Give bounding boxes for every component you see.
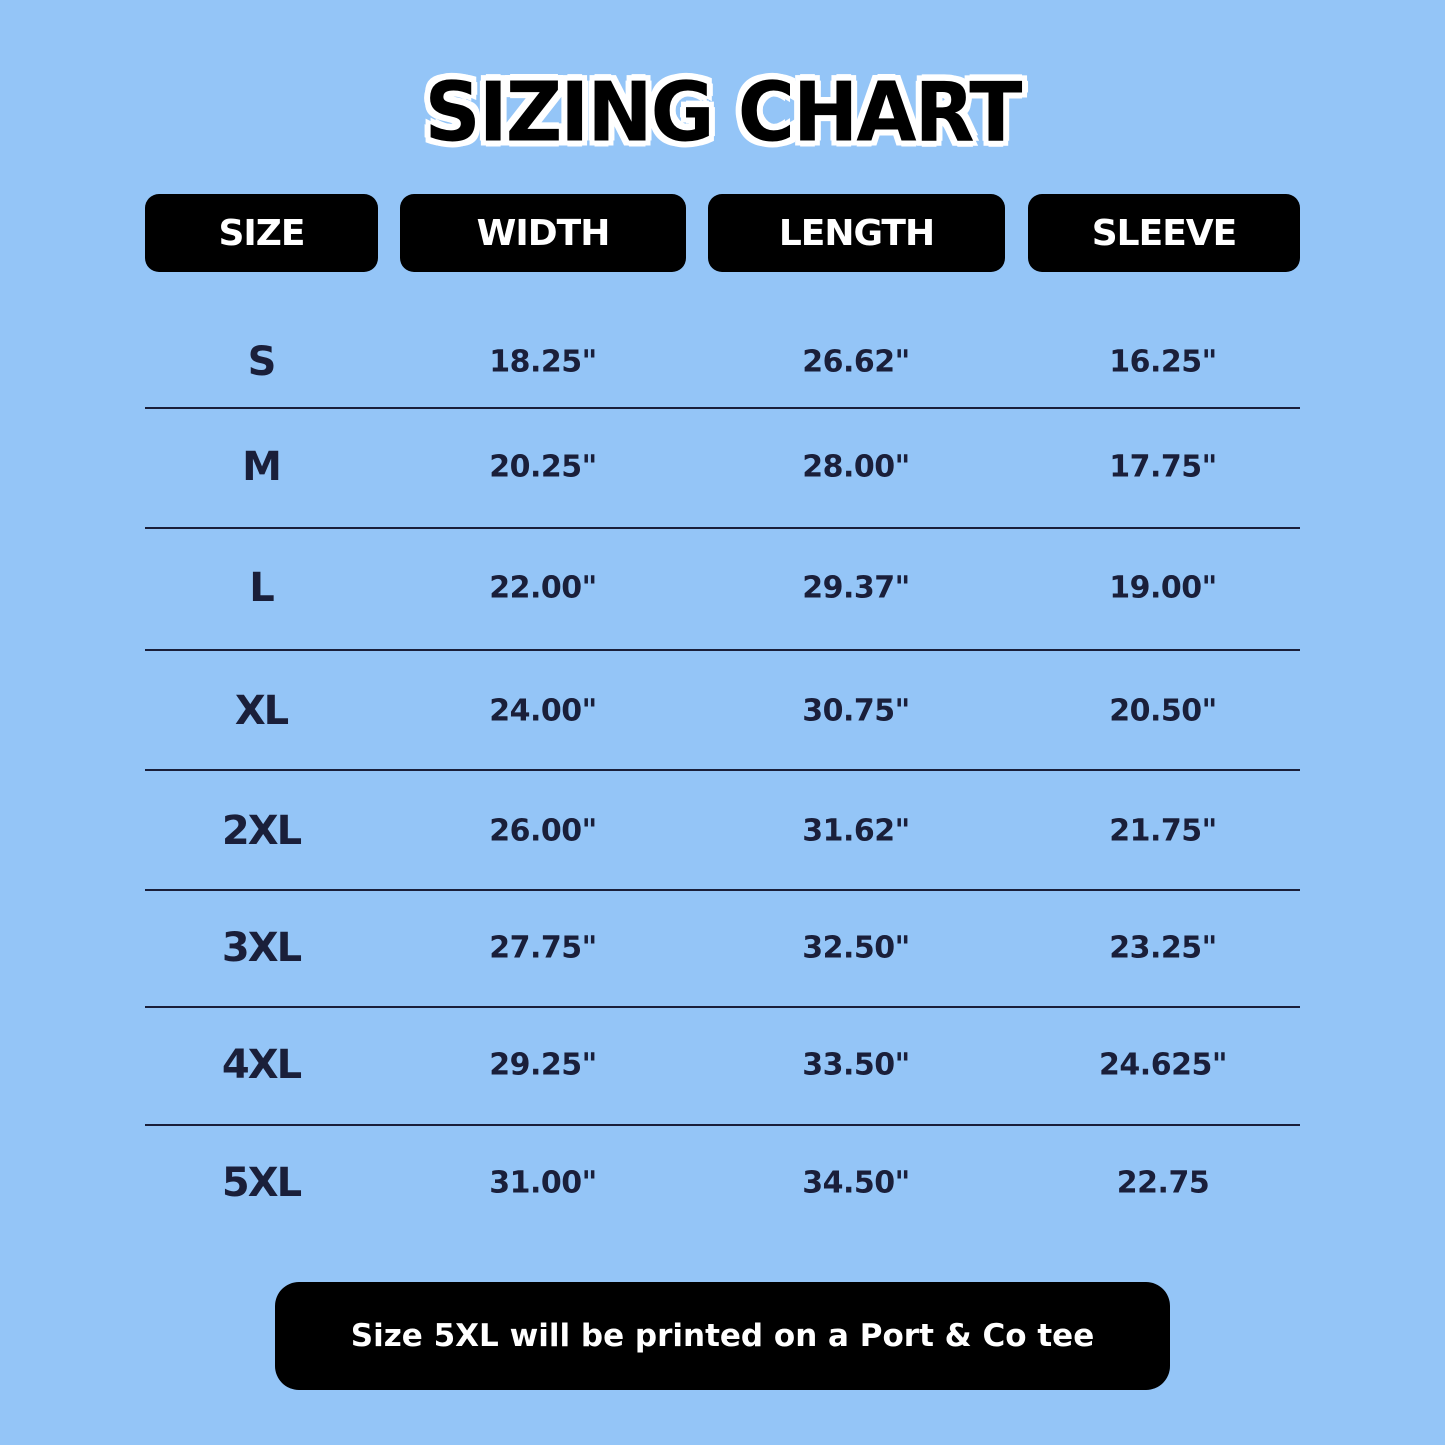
row-divider: [145, 649, 1300, 651]
table-cell-sleeve: 16.25": [1109, 344, 1217, 380]
table-cell-sleeve: 20.50": [1109, 693, 1217, 729]
row-divider: [145, 1124, 1300, 1126]
table-cell-sleeve: 21.75": [1109, 813, 1217, 849]
table-cell-sleeve: 17.75": [1109, 449, 1217, 485]
row-divider: [145, 527, 1300, 529]
table-cell-width: 29.25": [489, 1047, 597, 1083]
row-divider: [145, 769, 1300, 771]
table-cell-sleeve: 23.25": [1109, 930, 1217, 966]
table-cell-size: L: [249, 565, 275, 611]
table-cell-length: 33.50": [802, 1047, 910, 1083]
table-cell-size: 3XL: [221, 925, 302, 971]
column-header-length: LENGTH: [708, 194, 1005, 272]
footer-note: Size 5XL will be printed on a Port & Co …: [275, 1282, 1170, 1390]
table-cell-length: 34.50": [802, 1165, 910, 1201]
table-cell-length: 26.62": [802, 344, 910, 380]
table-cell-size: 5XL: [221, 1160, 302, 1206]
table-cell-width: 18.25": [489, 344, 597, 380]
table-cell-width: 31.00": [489, 1165, 597, 1201]
table-cell-size: M: [242, 444, 282, 490]
table-cell-length: 30.75": [802, 693, 910, 729]
table-cell-width: 20.25": [489, 449, 597, 485]
table-cell-size: S: [247, 339, 277, 385]
table-cell-size: XL: [234, 688, 289, 734]
table-cell-sleeve: 24.625": [1099, 1047, 1227, 1083]
table-cell-width: 27.75": [489, 930, 597, 966]
table-cell-width: 22.00": [489, 570, 597, 606]
row-divider: [145, 407, 1300, 409]
table-cell-sleeve: 19.00": [1109, 570, 1217, 606]
row-divider: [145, 889, 1300, 891]
table-cell-size: 4XL: [221, 1042, 302, 1088]
page-title: SIZING CHART: [424, 65, 1023, 161]
column-header-sleeve: SLEEVE: [1028, 194, 1300, 272]
table-cell-sleeve: 22.75: [1116, 1165, 1210, 1201]
table-cell-length: 32.50": [802, 930, 910, 966]
row-divider: [145, 1006, 1300, 1008]
column-header-size: SIZE: [145, 194, 378, 272]
table-cell-length: 28.00": [802, 449, 910, 485]
table-cell-size: 2XL: [221, 808, 302, 854]
table-cell-width: 26.00": [489, 813, 597, 849]
table-cell-length: 31.62": [802, 813, 910, 849]
table-cell-length: 29.37": [802, 570, 910, 606]
table-cell-width: 24.00": [489, 693, 597, 729]
column-header-width: WIDTH: [400, 194, 686, 272]
